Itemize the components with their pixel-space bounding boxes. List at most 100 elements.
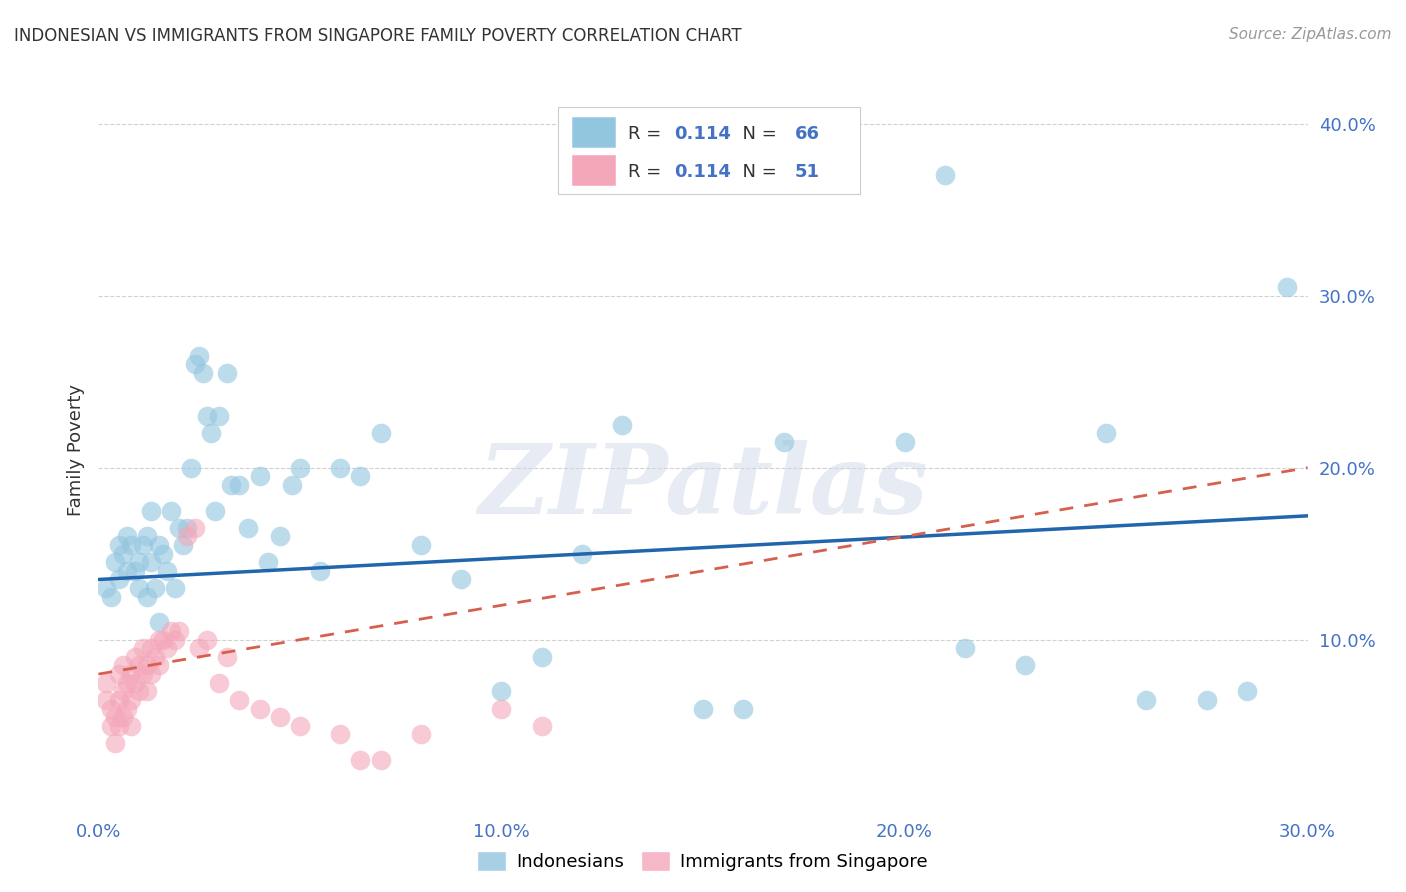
Point	[184, 521, 207, 535]
Point	[1236, 684, 1258, 698]
Point	[163, 632, 186, 647]
Point	[195, 409, 218, 423]
Point	[111, 547, 134, 561]
Point	[208, 675, 231, 690]
Point	[135, 658, 157, 673]
Point	[107, 667, 129, 681]
Point	[208, 409, 231, 423]
Point	[139, 641, 162, 656]
Point	[193, 366, 215, 380]
Point	[1135, 693, 1157, 707]
Point	[156, 641, 179, 656]
Point	[200, 426, 222, 441]
Point	[143, 581, 166, 595]
Point	[167, 521, 190, 535]
Point	[370, 753, 392, 767]
Point	[370, 426, 392, 441]
Point	[128, 555, 150, 569]
Point	[132, 641, 155, 656]
Point	[120, 719, 142, 733]
Point	[172, 538, 194, 552]
Point	[107, 693, 129, 707]
Point	[107, 719, 129, 733]
Point	[309, 564, 332, 578]
Point	[1277, 280, 1299, 294]
Text: 0.114: 0.114	[673, 163, 731, 181]
Point	[228, 693, 250, 707]
Point	[409, 727, 432, 741]
Point	[204, 503, 226, 517]
Point	[124, 649, 146, 664]
Text: R =: R =	[628, 163, 666, 181]
Point	[269, 529, 291, 543]
Point	[120, 693, 142, 707]
Point	[329, 460, 352, 475]
Point	[124, 564, 146, 578]
Text: R =: R =	[628, 125, 666, 143]
Point	[160, 624, 183, 639]
Text: N =: N =	[731, 125, 782, 143]
Point	[120, 538, 142, 552]
Point	[530, 719, 553, 733]
Point	[96, 693, 118, 707]
Point	[288, 719, 311, 733]
Point	[195, 632, 218, 647]
Point	[96, 675, 118, 690]
Point	[124, 675, 146, 690]
Point	[1014, 658, 1036, 673]
Point	[148, 615, 170, 630]
Y-axis label: Family Poverty: Family Poverty	[66, 384, 84, 516]
Point	[409, 538, 432, 552]
Text: Source: ZipAtlas.com: Source: ZipAtlas.com	[1229, 27, 1392, 42]
Point	[256, 555, 278, 569]
Point	[491, 701, 513, 715]
Point	[281, 478, 304, 492]
Point	[530, 649, 553, 664]
Point	[115, 675, 138, 690]
Point	[111, 710, 134, 724]
Point	[953, 641, 976, 656]
Point	[103, 710, 125, 724]
Point	[115, 564, 138, 578]
Point	[217, 649, 239, 664]
Point	[228, 478, 250, 492]
FancyBboxPatch shape	[558, 107, 860, 194]
Point	[249, 469, 271, 483]
Point	[103, 736, 125, 750]
Point	[692, 701, 714, 715]
Point	[148, 658, 170, 673]
Point	[349, 469, 371, 483]
Point	[349, 753, 371, 767]
Point	[180, 460, 202, 475]
Point	[269, 710, 291, 724]
Legend: Indonesians, Immigrants from Singapore: Indonesians, Immigrants from Singapore	[471, 845, 935, 879]
Point	[176, 529, 198, 543]
Point	[132, 667, 155, 681]
Point	[139, 555, 162, 569]
Point	[111, 658, 134, 673]
Point	[1095, 426, 1118, 441]
Point	[115, 701, 138, 715]
Point	[733, 701, 755, 715]
Point	[217, 366, 239, 380]
Point	[221, 478, 243, 492]
Point	[132, 538, 155, 552]
Point	[100, 719, 122, 733]
Point	[188, 641, 211, 656]
Point	[103, 555, 125, 569]
Bar	[572, 117, 614, 147]
Point	[491, 684, 513, 698]
Point	[135, 529, 157, 543]
Point	[135, 590, 157, 604]
Point	[135, 684, 157, 698]
Point	[167, 624, 190, 639]
Point	[107, 538, 129, 552]
Point	[139, 503, 162, 517]
Point	[100, 701, 122, 715]
Point	[152, 632, 174, 647]
Point	[111, 684, 134, 698]
Point	[143, 649, 166, 664]
Point	[96, 581, 118, 595]
Point	[176, 521, 198, 535]
Point	[934, 168, 956, 182]
